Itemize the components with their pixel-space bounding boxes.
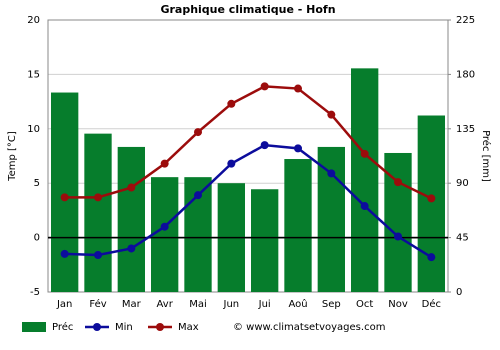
line [64, 85, 432, 200]
bar [117, 146, 145, 292]
marker [427, 194, 436, 203]
x-tick-label: Jan [56, 299, 72, 310]
bar [284, 159, 312, 292]
y-tick-label: -5 [30, 287, 40, 298]
marker [360, 149, 369, 158]
bar [84, 133, 112, 292]
y-tick-label: 5 [34, 178, 40, 189]
y2-tick-label: 180 [456, 69, 475, 80]
marker [160, 159, 169, 168]
x-tick-label: Jun [223, 299, 240, 310]
x-tick-label: Fév [89, 298, 106, 310]
marker [94, 251, 102, 260]
bar [51, 92, 79, 293]
marker [60, 193, 69, 202]
x-tick-label: Sep [322, 299, 341, 310]
marker [94, 193, 102, 202]
marker [427, 253, 436, 262]
bar [251, 189, 279, 292]
marker [194, 128, 202, 137]
y2-axis-label: Préc [mm] [480, 130, 492, 182]
x-tick-label: Avr [157, 299, 174, 310]
x-tick-label: Déc [422, 298, 441, 310]
marker [127, 244, 136, 253]
bar [151, 177, 179, 292]
y2-tick-label: 225 [456, 15, 475, 26]
y2-tick-label: 135 [456, 124, 475, 135]
x-tick-label: Mai [189, 299, 207, 310]
chart-title: Graphique climatique - Hofn [160, 3, 335, 16]
y-tick-label: 15 [27, 69, 40, 80]
line [64, 143, 432, 259]
marker [394, 232, 402, 241]
bar [417, 115, 445, 292]
legend-label: Préc [52, 321, 73, 333]
legend-label: Max [178, 322, 199, 333]
bar [384, 152, 412, 292]
marker [327, 110, 336, 119]
bar [351, 68, 379, 292]
marker [260, 141, 269, 150]
marker [227, 99, 236, 108]
marker [127, 183, 136, 192]
y2-tick-label: 90 [456, 178, 469, 189]
bar [317, 146, 345, 292]
x-tick-label: Mar [122, 299, 142, 310]
y-tick-label: 20 [27, 15, 40, 26]
source: © www.climatsetvoyages.com [233, 322, 385, 333]
y2-tick-label: 0 [456, 287, 462, 298]
x-tick-label: Aoû [288, 298, 307, 310]
marker [294, 84, 302, 93]
marker [160, 222, 169, 231]
y-tick-label: 10 [27, 124, 40, 135]
marker [360, 202, 369, 211]
x-tick-label: Nov [388, 299, 408, 310]
marker [294, 144, 302, 153]
legend-swatch [93, 323, 101, 331]
marker [260, 82, 269, 91]
legend-swatch [22, 322, 46, 332]
x-tick-label: Jui [258, 299, 271, 310]
y2-tick-label: 45 [456, 233, 469, 244]
marker [60, 249, 69, 258]
marker [194, 191, 202, 200]
marker [227, 159, 236, 168]
x-tick-label: Oct [356, 299, 373, 310]
y-tick-label: 0 [34, 233, 40, 244]
marker [327, 169, 336, 178]
y-axis-label: Temp [°C] [7, 131, 18, 182]
legend-swatch [156, 323, 164, 331]
legend-label: Min [115, 322, 133, 333]
marker [394, 178, 402, 187]
plot-frame [47, 19, 449, 293]
